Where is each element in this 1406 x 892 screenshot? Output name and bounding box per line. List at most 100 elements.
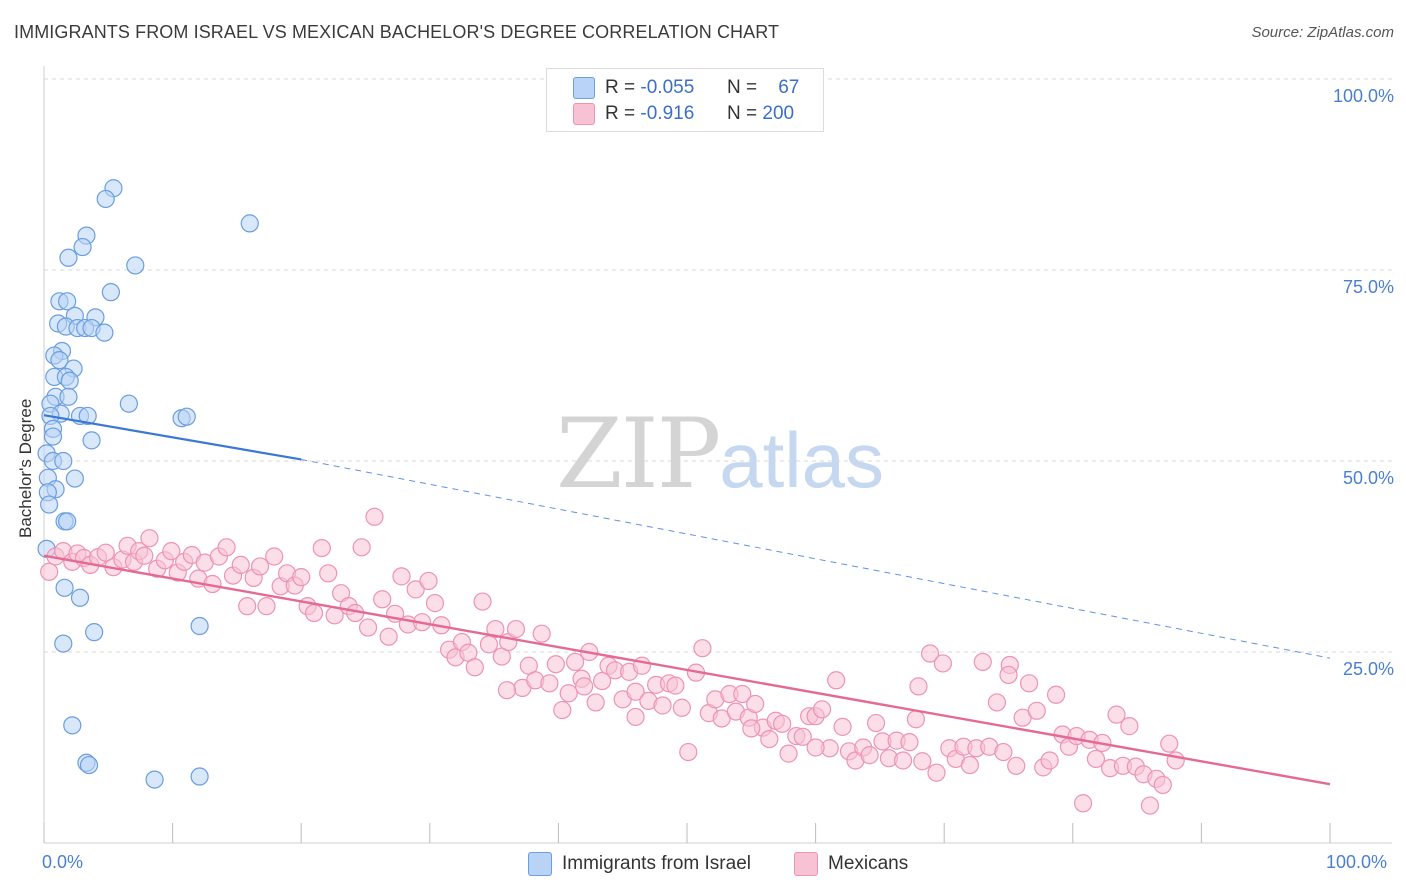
mexicans-point-167: [1160, 734, 1179, 753]
israel-r-label: R =: [605, 77, 636, 98]
mexicans-point-78: [566, 652, 585, 672]
mexicans-point-130: [913, 752, 932, 771]
mexicans-point-103: [733, 684, 752, 704]
mexicans-point-47: [358, 618, 378, 637]
mexicans-point-95: [679, 742, 698, 762]
mexicans-point-87: [626, 682, 645, 701]
mexicans-point-149: [1040, 751, 1059, 770]
mexicans-point-132: [927, 763, 946, 782]
watermark-zip: ZIP: [556, 398, 721, 510]
israel-point-2: [240, 214, 259, 233]
mexicans-point-18: [162, 542, 181, 561]
mexicans-point-66: [486, 619, 505, 639]
mexicans-point-139: [973, 652, 992, 672]
israel-n-value: 67: [778, 77, 800, 98]
israel-point-9: [58, 292, 77, 311]
watermark: ZIPatlas: [556, 398, 884, 510]
israel-trend-line: [43, 414, 302, 461]
mexicans-point-64: [473, 592, 492, 611]
israel-point-26: [59, 387, 78, 406]
israel-point-24: [60, 371, 79, 390]
mexicans-n-value: 200: [762, 103, 795, 124]
mexicans-point-112: [793, 727, 812, 746]
legend-item-mexicans[interactable]: Mexicans: [794, 852, 908, 876]
mexicans-swatch: [573, 103, 595, 125]
israel-point-56: [79, 755, 99, 775]
mexicans-point-161: [1120, 717, 1139, 736]
israel-point-42: [65, 469, 84, 488]
mexicans-point-173: [626, 707, 645, 727]
mexicans-point-164: [1140, 796, 1160, 815]
mexicans-point-49: [373, 590, 392, 609]
mexicans-point-175: [497, 681, 517, 700]
mexicans-point-31: [250, 557, 270, 576]
mexicans-r: R = -0.916: [605, 103, 694, 125]
israel-point-45: [40, 495, 59, 514]
mexicans-point-65: [479, 635, 499, 654]
mexicans-point-0: [40, 562, 59, 581]
mexicans-point-117: [827, 671, 846, 690]
mexicans-point-73: [532, 624, 551, 643]
israel-legend-swatch: [528, 852, 552, 876]
mexicans-point-172: [742, 719, 761, 738]
mexicans-point-32: [257, 597, 276, 616]
israel-point-57: [145, 770, 164, 789]
mexicans-point-105: [746, 694, 765, 714]
israel-point-1: [96, 189, 115, 209]
x-tick-label-0: 0.0%: [42, 852, 84, 872]
israel-point-17: [95, 323, 114, 342]
israel-r-value: -0.055: [640, 77, 695, 98]
israel-point-28: [119, 394, 138, 413]
chart-source: Source: ZipAtlas.com: [1251, 24, 1394, 41]
y-tick-label-50: 50.0%: [1342, 468, 1394, 488]
israel-point-40: [54, 451, 73, 471]
israel-point-54: [63, 716, 82, 735]
correlation-legend: R = -0.055 N = 67 R = -0.916 N = 200: [546, 68, 824, 132]
israel-point-32: [78, 406, 97, 426]
mexicans-point-127: [893, 751, 913, 770]
mexicans-point-77: [559, 684, 578, 703]
mexicans-point-37: [292, 568, 311, 587]
mexicans-point-170: [909, 677, 928, 696]
israel-point-50: [70, 588, 90, 607]
mexicans-point-75: [546, 655, 565, 674]
israel-point-58: [190, 767, 209, 786]
mexicans-point-174: [575, 677, 594, 696]
israel-point-4: [73, 237, 92, 257]
mexicans-point-81: [586, 693, 605, 712]
mexicans-point-109: [773, 714, 792, 733]
legend-row-israel: R = -0.055 N = 67: [573, 77, 813, 99]
mexicans-point-8: [96, 543, 115, 562]
legend-item-israel[interactable]: Immigrants from Israel: [528, 852, 751, 876]
mexicans-point-76: [553, 700, 572, 720]
mexicans-point-50: [379, 627, 398, 646]
mexicans-point-128: [900, 733, 919, 752]
mexicans-point-15: [140, 529, 159, 548]
x-tick-label-100: 100.0%: [1326, 852, 1388, 872]
mexicans-point-39: [304, 603, 324, 623]
y-tick-label-25: 25.0%: [1342, 659, 1394, 679]
mexicans-point-33: [265, 547, 284, 566]
mexicans-r-label: R =: [605, 103, 636, 124]
israel-point-5: [59, 248, 78, 267]
mexicans-n: N = 200: [727, 103, 794, 125]
mexicans-point-14: [135, 546, 154, 565]
israel-point-37: [82, 431, 101, 450]
mexicans-point-48: [365, 507, 384, 526]
mexicans-point-52: [392, 567, 411, 586]
watermark-atlas: atlas: [719, 416, 884, 504]
israel-point-51: [190, 616, 209, 636]
mexicans-point-166: [1153, 775, 1172, 795]
israel-r: R = -0.055: [605, 77, 694, 99]
mexicans-point-146: [1019, 674, 1039, 693]
mexicans-point-46: [352, 538, 371, 557]
mexicans-point-147: [1027, 701, 1046, 720]
chart-title: IMMIGRANTS FROM ISRAEL VS MEXICAN BACHEL…: [14, 22, 780, 42]
y-tick-label-75: 75.0%: [1342, 277, 1394, 297]
israel-point-34: [177, 407, 196, 426]
mexicans-point-159: [1107, 705, 1126, 724]
mexicans-point-150: [1046, 685, 1066, 704]
israel-point-52: [85, 623, 104, 642]
israel-point-53: [54, 634, 73, 653]
